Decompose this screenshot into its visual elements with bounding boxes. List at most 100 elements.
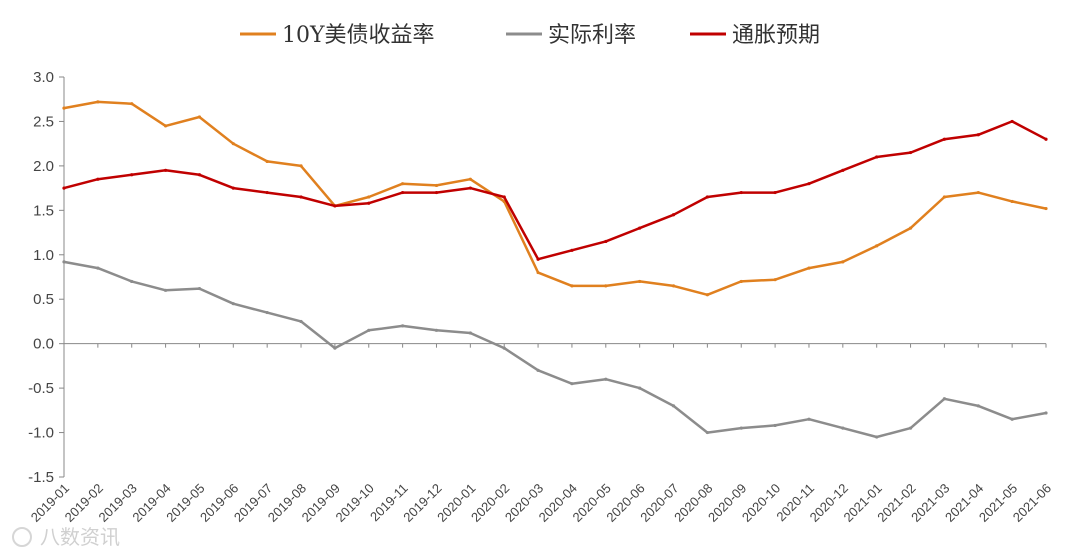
series-2-point [401, 190, 405, 195]
series-1-point [367, 328, 371, 332]
series-0-point [163, 124, 168, 128]
y-tick-label: -0.5 [28, 380, 54, 397]
series-1-point [739, 426, 743, 430]
series-2-point [671, 213, 676, 217]
series-0-point [1010, 199, 1014, 204]
series-2-point [231, 186, 235, 190]
series-0-point [62, 106, 66, 110]
series-0-point [705, 293, 709, 297]
series-1-point [841, 426, 845, 430]
series-lines [62, 100, 1048, 439]
series-2-point [197, 173, 202, 177]
series-2-point [942, 137, 947, 141]
series-0-point [231, 142, 235, 146]
series-0-point [434, 183, 439, 188]
series-2-point [536, 257, 540, 261]
x-tick-label: 2020-10 [739, 481, 783, 525]
watermark: 八数资讯 [12, 525, 120, 549]
series-0-point [773, 278, 777, 282]
series-2-point [434, 190, 439, 195]
series-1-point [401, 324, 405, 328]
series-1-point [96, 266, 100, 270]
series-1-point [942, 397, 947, 401]
series-0-point [638, 279, 642, 284]
series-0-point [671, 284, 676, 288]
series-0-point [401, 182, 405, 186]
series-2-point [299, 195, 303, 199]
series-0-point [1044, 206, 1048, 211]
series-1-point [299, 319, 303, 324]
series-2-point [705, 195, 709, 199]
x-axis [63, 343, 1047, 348]
series-1-point [468, 331, 472, 335]
series-1-point [231, 302, 235, 306]
series-2-point [265, 190, 269, 195]
series-2-point [976, 133, 980, 137]
series-0-point [942, 195, 947, 199]
series-line-1 [63, 260, 1047, 439]
x-tick-labels: 2019-012019-022019-032019-042019-052019-… [28, 481, 1054, 525]
series-0-point [875, 244, 879, 248]
y-tick-label: -1.0 [28, 425, 54, 442]
series-0-point [570, 284, 574, 288]
series-1-point [976, 404, 980, 408]
y-tick-label: 0.0 [33, 336, 54, 353]
series-0-point [908, 226, 913, 230]
series-2-point [570, 248, 574, 252]
series-1-point [705, 430, 709, 435]
series-2-point [807, 182, 811, 186]
y-tick-label: 2.5 [33, 113, 54, 130]
y-tick-label: 1.5 [33, 202, 54, 219]
series-2-point [739, 190, 743, 195]
series-1-point [570, 382, 574, 386]
series-1-point [536, 368, 540, 372]
series-line-2 [63, 120, 1047, 261]
y-tick-label: 0.5 [33, 291, 54, 308]
series-1-point [197, 286, 202, 291]
legend-label-0: 10Y美债收益率 [282, 23, 435, 48]
legend: 10Y美债收益率 实际利率 通胀预期 [240, 23, 820, 48]
series-2-point [333, 204, 337, 208]
series-2-point [130, 173, 134, 177]
series-2-point [604, 239, 608, 244]
series-0-point [807, 266, 811, 270]
series-1-point [265, 310, 269, 315]
series-0-point [197, 115, 202, 119]
series-2-point [875, 155, 879, 159]
series-1-point [502, 346, 506, 350]
series-1-point [908, 426, 913, 430]
series-2-point [367, 201, 371, 205]
series-0-point [367, 195, 371, 199]
series-1-point [1010, 417, 1014, 421]
y-tick-label: 1.0 [33, 247, 54, 264]
series-1-point [1044, 411, 1048, 415]
series-0-point [468, 177, 472, 181]
series-0-point [841, 260, 845, 264]
series-0-point [536, 270, 540, 275]
series-0-point [976, 190, 980, 195]
series-1-point [638, 386, 642, 390]
x-tick-label: 2021-06 [1010, 481, 1054, 525]
series-line-0 [63, 100, 1047, 297]
series-1-point [875, 435, 879, 439]
y-tick-label: -1.5 [28, 469, 54, 486]
series-0-point [96, 100, 100, 104]
series-2-point [96, 177, 100, 181]
series-1-point [773, 423, 777, 428]
series-2-point [62, 186, 66, 190]
series-1-point [62, 260, 66, 264]
series-0-point [739, 279, 743, 284]
watermark-text: 八数资讯 [40, 525, 120, 549]
series-1-point [163, 288, 168, 292]
series-1-point [604, 377, 608, 381]
series-1-point [807, 417, 811, 421]
y-tick-label: 2.0 [33, 158, 54, 175]
series-2-point [1010, 119, 1014, 124]
series-1-point [333, 346, 337, 350]
series-2-point [163, 168, 168, 172]
series-2-point [468, 186, 472, 190]
series-0-point [265, 159, 269, 164]
series-1-point [130, 279, 134, 284]
x-tick-label: 2019-10 [333, 481, 377, 525]
